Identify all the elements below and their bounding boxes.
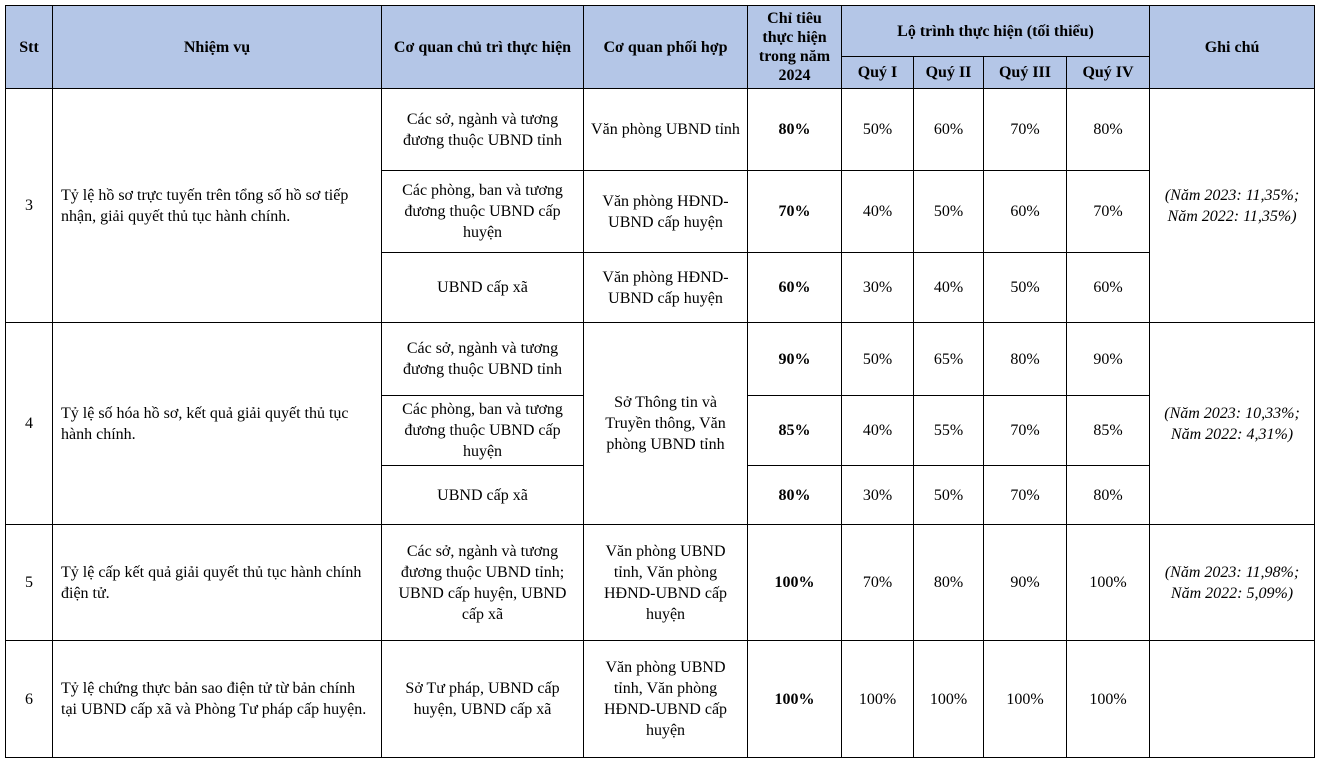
quarter-cell: 100% [1065, 524, 1151, 641]
quarter-cell: 40% [841, 395, 914, 466]
target-cell: 80% [747, 465, 842, 525]
quarter-cell: 90% [1065, 322, 1151, 396]
quarter-cell: 60% [1065, 252, 1151, 323]
header-cell: Cơ quan phối hợp [583, 5, 748, 89]
note-cell: (Năm 2023: 10,33%; Năm 2022: 4,31%) [1149, 322, 1316, 525]
note-cell [1149, 640, 1316, 758]
lead-cell: Sở Tư pháp, UBND cấp huyện, UBND cấp xã [381, 640, 584, 758]
quarter-cell: 100% [913, 640, 984, 758]
task-cell: Tỷ lệ số hóa hồ sơ, kết quả giải quyết t… [52, 322, 382, 525]
target-cell: 60% [747, 252, 842, 323]
note-cell: (Năm 2023: 11,98%; Năm 2022: 5,09%) [1149, 524, 1316, 641]
quarter-cell: 60% [913, 88, 984, 171]
quarter-cell: 100% [983, 640, 1067, 758]
quarter-cell: 80% [1065, 465, 1151, 525]
target-cell: 100% [747, 640, 842, 758]
coord-cell: Văn phòng UBND tỉnh, Văn phòng HĐND-UBND… [583, 640, 748, 758]
quarter-cell: 85% [1065, 395, 1151, 466]
task-cell: Tỷ lệ hồ sơ trực tuyến trên tổng số hồ s… [52, 88, 382, 323]
quarter-cell: 55% [913, 395, 984, 466]
task-cell: Tỷ lệ chứng thực bản sao điện tử từ bản … [52, 640, 382, 758]
header-cell: Quý I [841, 56, 914, 89]
quarter-cell: 100% [1065, 640, 1151, 758]
coord-cell: Văn phòng UBND tỉnh, Văn phòng HĐND-UBND… [583, 524, 748, 641]
note-cell: (Năm 2023: 11,35%; Năm 2022: 11,35%) [1149, 88, 1316, 323]
header-cell: Nhiệm vụ [52, 5, 382, 89]
lead-cell: UBND cấp xã [381, 252, 584, 323]
stt-cell: 5 [5, 524, 53, 641]
coord-cell: Văn phòng HĐND-UBND cấp huyện [583, 252, 748, 323]
stt-cell: 4 [5, 322, 53, 525]
table-row: Các phòng, ban và tương đương thuộc UBND… [6, 395, 1315, 466]
quarter-cell: 50% [913, 465, 984, 525]
table-row: UBND cấp xã Văn phòng HĐND-UBND cấp huyện… [6, 252, 1315, 323]
quarter-cell: 50% [913, 170, 984, 253]
quarter-cell: 80% [1065, 88, 1151, 171]
stt-cell: 6 [5, 640, 53, 758]
quarter-cell: 40% [913, 252, 984, 323]
header-cell: Ghi chú [1149, 5, 1316, 89]
table-row: UBND cấp xã 80% 30% 50% 70% 80% [6, 465, 1315, 525]
lead-cell: Các phòng, ban và tương đương thuộc UBND… [381, 170, 584, 253]
lead-cell: Các sở, ngành và tương đương thuộc UBND … [381, 88, 584, 171]
stt-cell: 3 [5, 88, 53, 323]
target-cell: 90% [747, 322, 842, 396]
coord-cell: Sở Thông tin và Truyền thông, Văn phòng … [583, 322, 748, 525]
lead-cell: UBND cấp xã [381, 465, 584, 525]
header-cell: Lộ trình thực hiện (tối thiểu) [840, 5, 1151, 57]
table-wrap: Stt Nhiệm vụ Cơ quan chủ trì thực hiện C… [5, 5, 1316, 758]
quarter-cell: 100% [841, 640, 914, 758]
header-cell: Quý III [983, 56, 1067, 89]
header-cell: Stt [5, 5, 53, 89]
quarter-cell: 80% [983, 322, 1067, 396]
target-cell: 80% [747, 88, 842, 171]
header-cell: Quý II [913, 56, 984, 89]
quarter-cell: 50% [983, 252, 1067, 323]
table-row: 5 Tỷ lệ cấp kết quả giải quyết thủ tục hà… [5, 524, 1316, 641]
header-cell: Quý IV [1065, 56, 1151, 89]
table-row: 3 Tỷ lệ hồ sơ trực tuyến trên tổng số hồ … [5, 88, 1316, 323]
task-cell: Tỷ lệ cấp kết quả giải quyết thủ tục hàn… [52, 524, 382, 641]
lead-cell: Các sở, ngành và tương đương thuộc UBND … [381, 524, 584, 641]
table-row: Các phòng, ban và tương đương thuộc UBND… [6, 170, 1315, 253]
coord-cell: Văn phòng UBND tỉnh [583, 88, 748, 171]
table-row: 4 Tỷ lệ số hóa hồ sơ, kết quả giải quyết … [5, 322, 1316, 525]
target-cell: 100% [747, 524, 842, 641]
quarter-cell: 70% [841, 524, 914, 641]
quarter-cell: 60% [983, 170, 1067, 253]
table-row: 6 Tỷ lệ chứng thực bản sao điện tử từ bản… [5, 640, 1316, 758]
table: Stt Nhiệm vụ Cơ quan chủ trì thực hiện C… [5, 5, 1316, 758]
target-cell: 70% [747, 170, 842, 253]
quarter-cell: 90% [983, 524, 1067, 641]
quarter-cell: 50% [841, 88, 914, 171]
quarter-cell: 70% [1065, 170, 1151, 253]
quarter-cell: 80% [913, 524, 984, 641]
quarter-cell: 50% [841, 322, 914, 396]
header-cell: Chỉ tiêu thực hiện trong năm 2024 [747, 5, 842, 89]
target-cell: 85% [747, 395, 842, 466]
lead-cell: Các sở, ngành và tương đương thuộc UBND … [381, 322, 584, 396]
quarter-cell: 65% [913, 322, 984, 396]
lead-cell: Các phòng, ban và tương đương thuộc UBND… [381, 395, 584, 466]
quarter-cell: 70% [983, 395, 1067, 466]
quarter-cell: 30% [841, 252, 914, 323]
quarter-cell: 70% [983, 465, 1067, 525]
header-cell: Cơ quan chủ trì thực hiện [381, 5, 584, 89]
coord-cell: Văn phòng HĐND-UBND cấp huyện [583, 170, 748, 253]
quarter-cell: 40% [841, 170, 914, 253]
quarter-cell: 70% [983, 88, 1067, 171]
quarter-cell: 30% [841, 465, 914, 525]
